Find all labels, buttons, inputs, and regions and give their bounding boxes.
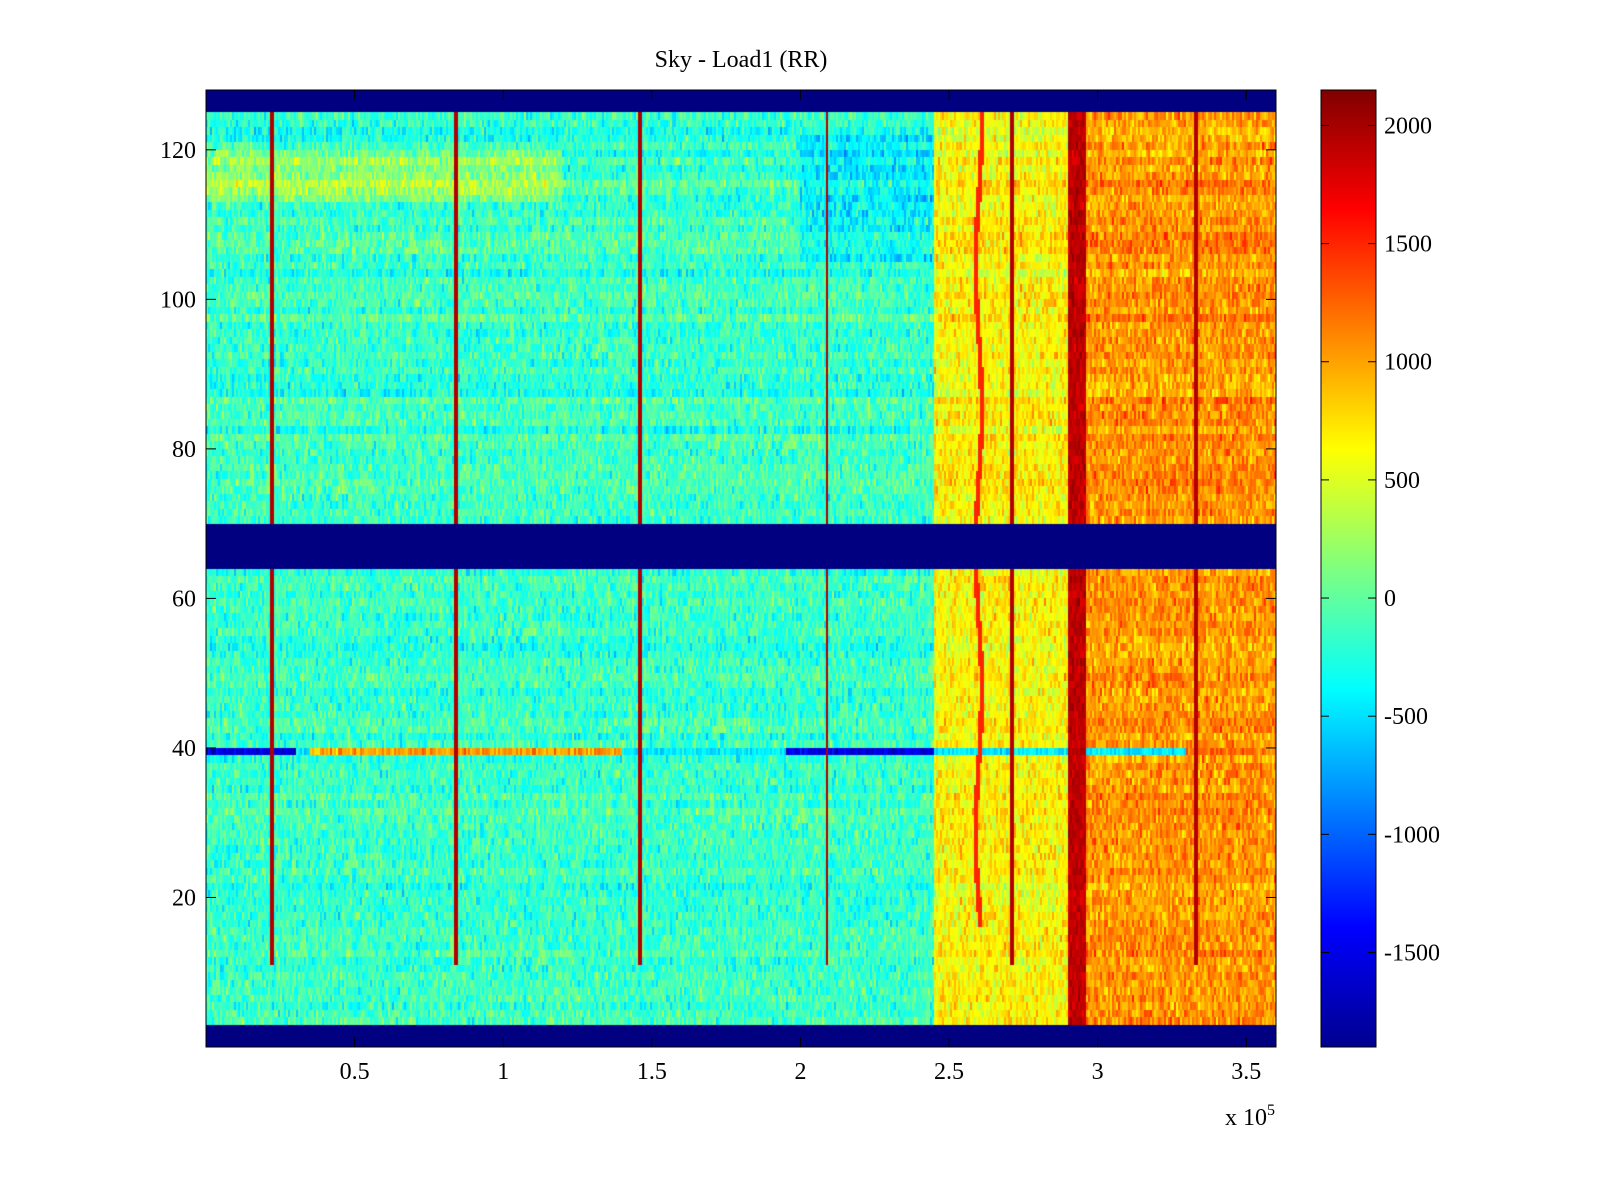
x-tick-label: 3 — [1092, 1059, 1104, 1085]
x-tick-label: 1 — [497, 1059, 509, 1085]
colorbar-tick-label: 1500 — [1384, 232, 1432, 258]
axes-frame — [205, 89, 1277, 1048]
y-tick-label: 60 — [172, 586, 196, 612]
colorbar-tick-label: 2000 — [1384, 113, 1432, 139]
colorbar-axis: 2000 1500 1000 500 0 -500 -1000 -1500 — [1321, 113, 1440, 966]
x-tick-label: 0.5 — [340, 1059, 370, 1085]
colorbar — [1320, 89, 1377, 1048]
x-tick-label: 2.5 — [934, 1059, 964, 1085]
x-multiplier: x 105 — [1225, 1102, 1275, 1131]
y-tick-label: 120 — [160, 138, 196, 164]
y-tick-label: 40 — [172, 736, 196, 762]
colorbar-tick-label: -1000 — [1384, 822, 1440, 848]
heatmap — [206, 90, 1276, 1047]
colorbar-tick-label: 0 — [1384, 586, 1396, 612]
colorbar-tick-label: -500 — [1384, 704, 1428, 730]
y-tick-label: 20 — [172, 885, 196, 911]
y-axis: 20 40 60 80 100 120 — [160, 138, 1276, 911]
colorbar-tick-label: 1000 — [1384, 350, 1432, 376]
chart-title: Sky - Load1 (RR) — [655, 47, 828, 73]
y-tick-label: 80 — [172, 437, 196, 463]
x-multiplier-exponent: 5 — [1267, 1102, 1275, 1119]
colorbar-tick-label: 500 — [1384, 468, 1420, 494]
x-tick-label: 1.5 — [637, 1059, 667, 1085]
y-tick-label: 100 — [160, 287, 196, 313]
colorbar-tick-label: -1500 — [1384, 940, 1440, 966]
x-tick-label: 2 — [794, 1059, 806, 1085]
x-tick-label: 3.5 — [1231, 1059, 1261, 1085]
x-axis: 0.5 1 1.5 2 2.5 3 3.5 — [340, 90, 1261, 1085]
heatmap-image — [206, 90, 1276, 1047]
